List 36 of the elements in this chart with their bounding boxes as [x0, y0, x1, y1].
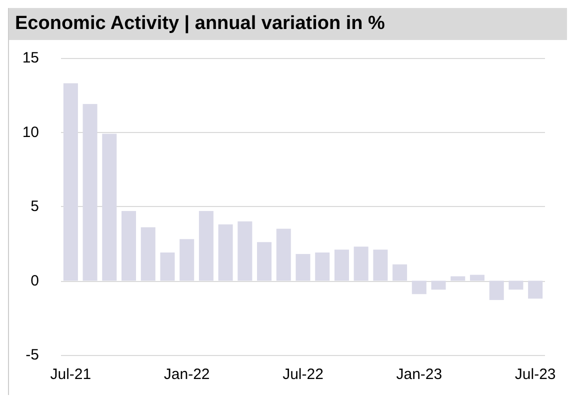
bar — [450, 276, 466, 281]
bar — [238, 221, 252, 281]
bar — [315, 252, 330, 281]
y-tick-label: 10 — [22, 124, 39, 141]
bar — [412, 280, 426, 294]
bar — [392, 264, 408, 281]
bar — [257, 242, 272, 281]
bar — [180, 239, 194, 281]
bar — [140, 227, 156, 281]
bar — [63, 83, 78, 281]
y-tick-label: -5 — [26, 346, 39, 364]
x-tick-label: Jul-22 — [282, 366, 324, 383]
y-tick-label: 0 — [30, 272, 39, 290]
bar — [198, 210, 214, 281]
x-tick-label: Jul-21 — [50, 366, 92, 383]
x-tick-label: Jan-23 — [396, 366, 442, 383]
bar — [218, 224, 233, 281]
chart-title: Economic Activity | annual variation in % — [9, 8, 567, 40]
bar — [160, 252, 175, 281]
y-tick-label: 15 — [22, 50, 39, 66]
bar — [276, 228, 291, 281]
x-tick-label: Jan-22 — [164, 366, 210, 383]
bar — [489, 280, 504, 300]
x-tick-label: Jul-23 — [514, 366, 556, 383]
bar — [82, 104, 98, 281]
bar — [470, 274, 484, 281]
bar — [431, 280, 446, 290]
bar — [354, 246, 368, 281]
bar — [528, 280, 543, 299]
bar — [334, 250, 349, 281]
bar — [102, 134, 117, 281]
bar — [373, 250, 388, 281]
bar — [508, 280, 524, 290]
bar — [122, 210, 136, 281]
y-tick-label: 5 — [30, 198, 39, 215]
bar — [296, 254, 310, 281]
